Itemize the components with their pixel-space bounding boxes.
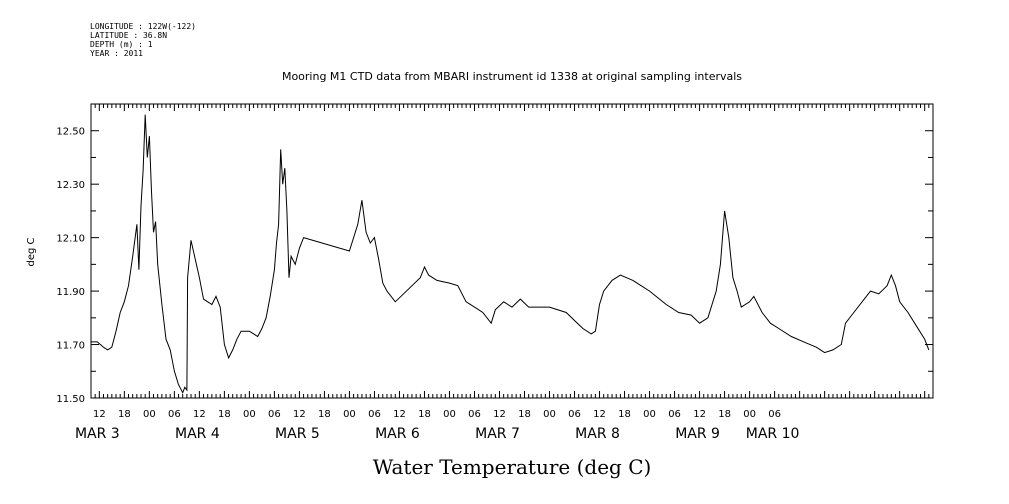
plot-frame [90,103,934,399]
x-tick-label: 18 [418,409,431,420]
x-tick-label: 12 [593,409,606,420]
x-date-label: MAR 3 [75,426,120,442]
x-axis: 12 18 00 06 12 18 00 06 12 18 00 06 12 18 00 06 12 18 00 06… [75,104,934,442]
x-tick-label: 00 [343,409,356,420]
x-tick-label: 00 [443,409,456,420]
x-tick-label: 06 [668,409,681,420]
chart-title: Mooring M1 CTD data from MBARI instrumen… [282,70,742,83]
y-tick-label: 11.70 [56,341,85,352]
x-tick-label: 18 [618,409,631,420]
x-date-label: MAR 5 [275,426,320,442]
x-tick-label: 00 [243,409,256,420]
x-tick-label: 06 [368,409,381,420]
y-tick-label: 12.50 [56,127,85,138]
x-axis-label: Water Temperature (deg C) [373,455,652,479]
x-date-label: MAR 4 [175,426,220,442]
x-tick-label: 12 [93,409,106,420]
depth-label: DEPTH (m) : 1 [90,40,153,49]
y-tick-label: 11.90 [56,287,85,298]
x-tick-label: 18 [318,409,331,420]
x-tick-label: 18 [118,409,131,420]
y-tick-label: 12.30 [56,180,85,191]
x-date-label: MAR 7 [475,426,520,442]
x-date-label: MAR 8 [575,426,620,442]
x-tick-label: 12 [193,409,206,420]
x-tick-label: 12 [493,409,506,420]
x-tick-label: 12 [693,409,706,420]
longitude-label: LONGITUDE : 122W(-122) [90,22,196,31]
x-tick-label: 00 [543,409,556,420]
x-tick-label: 18 [218,409,231,420]
temperature-series-line [91,114,930,394]
x-date-label: MAR 10 [746,426,800,442]
y-tick-label: 11.50 [56,394,85,405]
y-axis-label: deg C [26,237,37,266]
x-tick-label: 06 [168,409,181,420]
y-axis: 11.50 11.70 11.90 12.10 12.30 12.50 [56,127,933,405]
x-tick-label: 00 [643,409,656,420]
year-label: YEAR : 2011 [90,49,143,58]
metadata-block: LONGITUDE : 122W(-122) LATITUDE : 36.8N … [90,22,196,58]
x-tick-label: 06 [568,409,581,420]
x-tick-label: 00 [743,409,756,420]
x-date-label: MAR 9 [675,426,720,442]
x-tick-label: 18 [518,409,531,420]
x-tick-label: 06 [468,409,481,420]
x-tick-label: 18 [718,409,731,420]
x-tick-label: 00 [143,409,156,420]
x-date-label: MAR 6 [375,426,420,442]
x-tick-label: 12 [293,409,306,420]
x-tick-label: 06 [268,409,281,420]
x-tick-label: 12 [393,409,406,420]
latitude-label: LATITUDE : 36.8N [90,31,168,40]
x-tick-label: 06 [768,409,781,420]
y-tick-label: 12.10 [56,234,85,245]
